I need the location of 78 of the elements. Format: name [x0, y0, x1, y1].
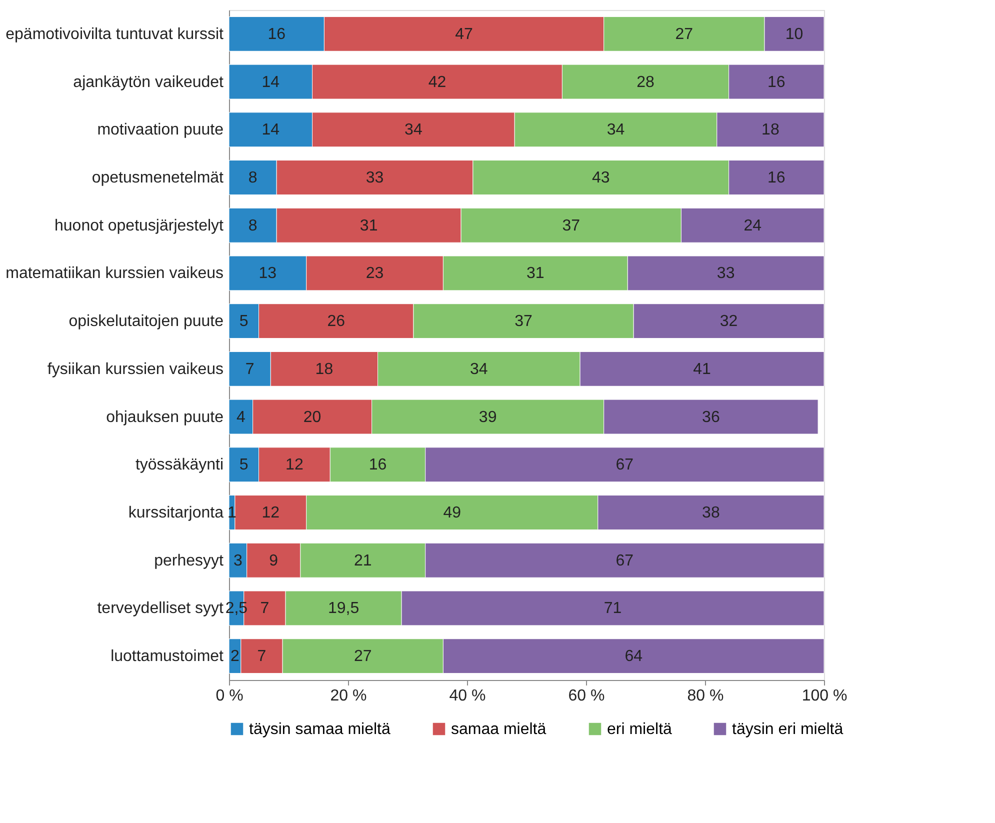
y-tick-label: opiskelutaitojen puute [68, 313, 224, 330]
data-label: 36 [702, 408, 720, 426]
data-label: 43 [592, 170, 610, 186]
data-label: 27 [675, 26, 694, 43]
data-label: 41 [693, 360, 712, 378]
data-label: 10 [785, 26, 804, 43]
y-tick-label: kurssitarjonta [128, 504, 224, 522]
data-label: 24 [744, 217, 762, 234]
data-label: 19,5 [328, 600, 360, 618]
data-label: 37 [562, 217, 580, 234]
data-label: 14 [262, 122, 280, 139]
legend-label: täysin samaa mieltä [249, 721, 390, 738]
data-label: 7 [257, 648, 266, 666]
data-label: 49 [443, 504, 462, 522]
data-label: 16 [768, 74, 786, 91]
data-label: 9 [269, 552, 278, 570]
y-tick-label: työssäkäynti [135, 456, 224, 474]
data-label: 14 [262, 74, 280, 91]
x-tick-label: 100 % [802, 688, 848, 704]
data-label: 67 [616, 552, 634, 570]
data-label: 5 [239, 313, 248, 330]
x-tick-label: 60 % [568, 688, 605, 704]
data-label: 23 [366, 265, 384, 282]
data-label: 7 [260, 600, 270, 618]
y-tick-label: motivaation puute [97, 122, 224, 139]
data-label: 31 [526, 265, 544, 282]
data-label: 12 [286, 456, 304, 474]
data-label: 34 [470, 360, 488, 378]
data-label: 39 [478, 408, 497, 426]
y-tick-label: ohjauksen puute [106, 408, 224, 426]
legend-label: täysin eri mieltä [732, 721, 844, 738]
data-label: 28 [636, 74, 654, 91]
x-tick-label: 80 % [687, 688, 724, 704]
legend-label: eri mieltä [607, 721, 672, 738]
y-tick-label: luottamustoimet [110, 648, 224, 666]
data-label: 2 [230, 648, 240, 666]
y-tick-label: perhesyyt [154, 552, 224, 570]
y-tick-label: opetusmenetelmät [92, 170, 224, 186]
data-label: 26 [327, 313, 346, 330]
y-tick-label: matematiikan kurssien vaikeus [6, 265, 224, 282]
data-label: 38 [702, 504, 720, 522]
y-tick-label: epämotivoivilta tuntuvat kurssit [6, 26, 224, 43]
data-label: 16 [768, 170, 786, 186]
y-tick-label: ajankäytön vaikeudet [73, 74, 224, 91]
data-label: 32 [720, 313, 738, 330]
x-tick-label: 40 % [449, 688, 486, 704]
data-label: 47 [455, 26, 474, 43]
data-label: 71 [604, 600, 622, 618]
y-tick-label: terveydelliset syyt [97, 600, 224, 618]
data-label: 34 [606, 122, 625, 139]
data-label: 27 [354, 648, 372, 666]
data-label: 8 [248, 217, 258, 234]
data-label: 67 [616, 456, 634, 474]
data-label: 20 [303, 408, 322, 426]
data-label: 13 [258, 265, 277, 282]
data-label: 12 [262, 504, 280, 522]
data-label: 8 [248, 170, 258, 186]
data-label: 18 [762, 122, 780, 139]
data-label: 37 [514, 313, 533, 330]
data-label: 64 [624, 648, 643, 666]
x-tick-label: 0 % [216, 688, 244, 704]
y-tick-label: huonot opetusjärjestelyt [54, 217, 224, 234]
data-label: 33 [366, 170, 384, 186]
data-label: 42 [428, 74, 446, 91]
data-label: 34 [404, 122, 422, 139]
data-label: 5 [239, 456, 248, 474]
data-label: 7 [245, 360, 254, 378]
data-label: 31 [360, 217, 378, 234]
data-label: 33 [716, 265, 735, 282]
legend-label: samaa mieltä [451, 721, 546, 738]
data-label: 16 [268, 26, 286, 43]
data-label: 4 [236, 408, 246, 426]
data-label: 18 [315, 360, 334, 378]
data-label: 16 [368, 456, 387, 474]
data-label: 3 [233, 552, 242, 570]
data-label: 21 [354, 552, 372, 570]
x-tick-label: 20 % [330, 688, 367, 704]
y-tick-label: fysiikan kurssien vaikeus [47, 360, 224, 378]
